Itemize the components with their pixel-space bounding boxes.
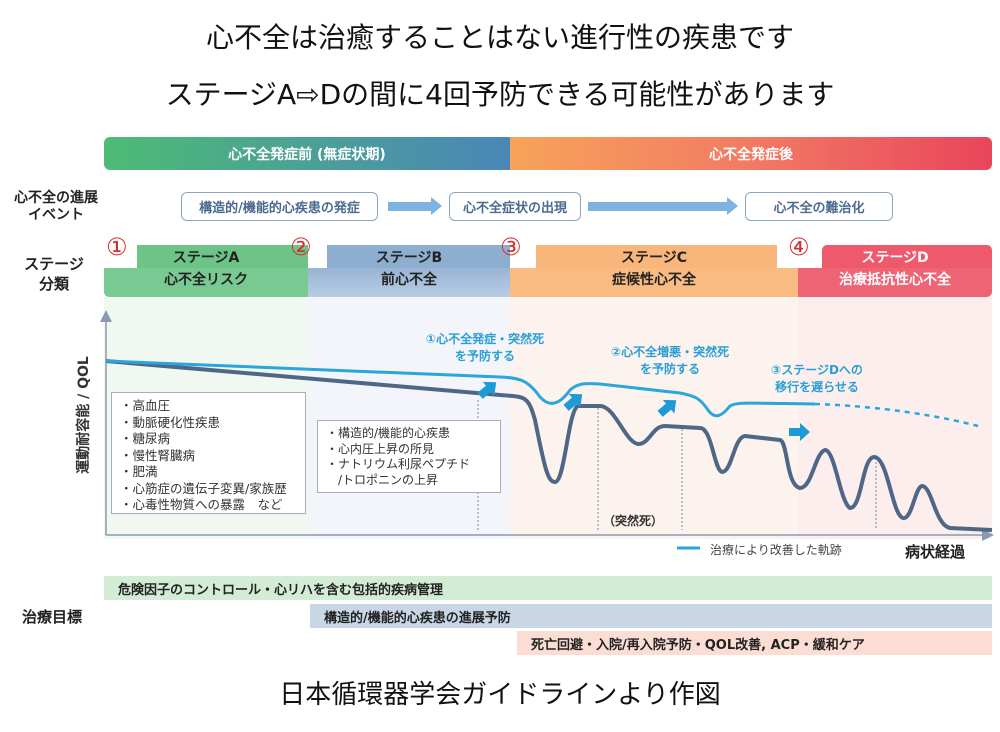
stage-desc: 前心不全: [381, 272, 437, 288]
title-line-2: ステージA⇨Dの間に4回予防できる可能性があります: [165, 78, 835, 111]
stage-desc: 症候性心不全: [612, 272, 696, 288]
list-item: ・ナトリウム利尿ペプチド: [326, 457, 471, 471]
annotation-line: を予防する: [454, 349, 515, 363]
stage-b-zone: [308, 297, 510, 539]
stage-name: ステージD: [861, 250, 929, 266]
title-line-1: 心不全は治癒することはない進行性の疾患です: [205, 21, 794, 54]
list-item: ・心筋症の遺伝子変異/家族歴: [120, 480, 287, 496]
stage-d: ステージD 治療抵抗性心不全: [798, 247, 992, 291]
stage-d-tab-top: [822, 245, 992, 270]
stage-c: ステージC 症候性心不全: [510, 247, 798, 291]
stage-c-tab-top: [536, 245, 777, 270]
stage-d-tab-bottom: [798, 268, 992, 297]
stage-a-tab-top: [137, 245, 308, 270]
list-item: /トロポニンの上昇: [326, 472, 439, 487]
legend-label: 治療により改善した軌跡: [710, 543, 842, 557]
improvement-arrow-icon: [789, 423, 810, 441]
list-item: ・動脈硬化性疾患: [120, 414, 221, 430]
improvement-arrow-icon: [657, 399, 677, 417]
phase-after-onset: 心不全発症後: [510, 137, 992, 170]
list-item: ・慢性腎臓病: [120, 447, 196, 463]
annotation-line: を予防する: [639, 362, 700, 376]
annotation-2: ②心不全増悪・突然死 を予防する: [595, 344, 745, 378]
improved-trajectory-projection: [814, 402, 979, 428]
list-item: ・心内圧上昇の所見: [326, 441, 435, 456]
label-line: 分類: [38, 275, 69, 293]
annotation-line: ②心不全増悪・突然死: [610, 345, 730, 359]
stage-name: ステージC: [621, 250, 687, 266]
improvement-arrows: [477, 381, 810, 441]
label-line: イベント: [28, 207, 84, 223]
event-arrow-icon: [388, 197, 442, 215]
treatment-goals-label: 治療目標: [22, 608, 83, 626]
event-box: 構造的/機能的心疾患の発症: [181, 192, 378, 221]
stage-b-tab-bottom: [308, 268, 510, 297]
treatment-goal-cd: 死亡回避・入院/再入院予防・QOL改善, ACP・緩和ケア: [517, 631, 992, 655]
prevention-marker-4: ④: [788, 233, 810, 261]
improvement-arrow-icon: [563, 393, 583, 411]
stage-b-findings: ・構造的/機能的心疾患 ・心内圧上昇の所見 ・ナトリウム利尿ペプチド /トロポニンの…: [317, 420, 501, 493]
stage-c-zone: [510, 297, 798, 539]
stage-b: ステージB 前心不全: [308, 247, 510, 291]
stage-a: ステージA 心不全リスク: [104, 247, 308, 291]
disease-trajectory-curve: [105, 359, 993, 532]
list-item: ・肥満: [120, 464, 158, 479]
improvement-arrow-icon: [477, 381, 497, 399]
improved-trajectory-curve: [105, 359, 816, 418]
label-line: 心不全の進展: [14, 190, 98, 206]
annotation-line: ①心不全発症・突然死: [425, 332, 545, 346]
sudden-death-label: （突然死）: [603, 514, 664, 528]
x-axis-label: 病状経過: [905, 543, 966, 561]
treatment-goal-b: 構造的/機能的心疾患の進展予防: [310, 604, 992, 628]
prevention-marker-2: ②: [290, 233, 312, 261]
stage-a-risk-factors: ・高血圧 ・動脈硬化性疾患 ・糖尿病 ・慢性腎臓病 ・肥満 ・心筋症の遺伝子変異/家族歴・…: [111, 392, 306, 514]
list-item: ・心毒性物質への暴露 など: [120, 497, 283, 512]
label-line: ステージ: [24, 255, 84, 273]
event-arrow-icon: [588, 197, 738, 215]
footer-source: 日本循環器学会ガイドラインより作図: [279, 680, 721, 710]
stage-c-tab-bottom: [510, 268, 798, 297]
event-box: 心不全症状の出現: [449, 192, 581, 221]
stage-desc: 心不全リスク: [164, 272, 248, 288]
stage-b-tab-top: [327, 245, 510, 270]
annotation-line: 移行を遅らせる: [775, 380, 859, 394]
treatment-goal-a: 危険因子のコントロール・心リハを含む包括的疾病管理: [104, 576, 992, 600]
annotation-1: ①心不全発症・突然死 を予防する: [410, 331, 560, 365]
list-item: ・構造的/機能的心疾患: [326, 426, 451, 440]
stages-row-label: ステージ 分類: [14, 254, 94, 294]
stage-a-tab-bottom: [104, 268, 308, 297]
list-item: ・高血圧: [120, 398, 171, 413]
phase-before-onset: 心不全発症前 (無症状期): [104, 137, 510, 170]
stage-name: ステージA: [172, 250, 240, 266]
annotation-line: ③ステージDへの: [771, 363, 863, 377]
annotation-3: ③ステージDへの 移行を遅らせる: [752, 362, 882, 396]
events-row-label: 心不全の進展 イベント: [6, 190, 106, 224]
prevention-marker-3: ③: [500, 233, 522, 261]
list-item: ・糖尿病: [120, 431, 171, 446]
event-box: 心不全の難治化: [745, 192, 893, 221]
prevention-marker-1: ①: [106, 233, 128, 261]
stage-name: ステージB: [375, 250, 443, 266]
stage-desc: 治療抵抗性心不全: [839, 272, 951, 288]
